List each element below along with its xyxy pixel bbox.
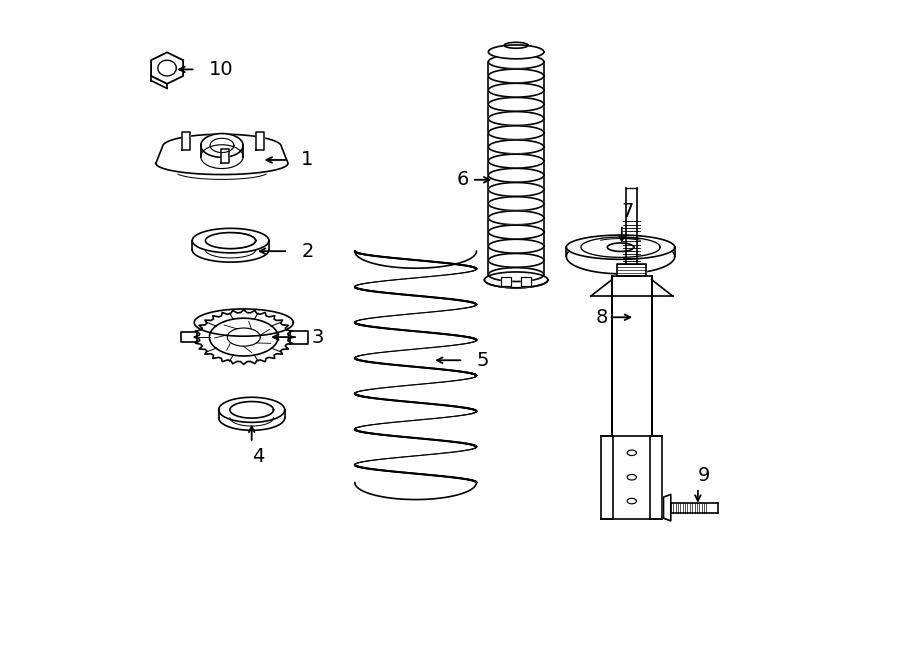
Polygon shape [601, 436, 613, 519]
Polygon shape [219, 397, 284, 422]
Text: 8: 8 [596, 308, 608, 327]
Polygon shape [489, 225, 544, 239]
Polygon shape [566, 235, 675, 259]
Polygon shape [290, 330, 308, 344]
Polygon shape [210, 318, 278, 356]
Text: 10: 10 [209, 60, 233, 79]
Text: 9: 9 [698, 467, 710, 485]
Polygon shape [608, 243, 634, 251]
Polygon shape [489, 45, 544, 59]
Polygon shape [201, 145, 243, 169]
Polygon shape [489, 182, 544, 196]
Polygon shape [181, 332, 197, 342]
Polygon shape [489, 211, 544, 225]
Polygon shape [651, 436, 662, 519]
Polygon shape [504, 42, 528, 48]
Polygon shape [484, 272, 548, 288]
Polygon shape [489, 55, 544, 274]
Polygon shape [489, 268, 544, 282]
Polygon shape [521, 276, 531, 286]
Polygon shape [489, 55, 544, 69]
Text: 3: 3 [311, 328, 324, 346]
Polygon shape [627, 475, 636, 480]
Polygon shape [590, 280, 673, 296]
Polygon shape [194, 309, 293, 336]
Polygon shape [670, 502, 718, 513]
Polygon shape [627, 498, 636, 504]
Text: 7: 7 [622, 202, 634, 221]
Polygon shape [489, 197, 544, 211]
Text: 5: 5 [476, 351, 489, 369]
Text: 6: 6 [456, 171, 469, 189]
Polygon shape [566, 239, 675, 274]
Text: 4: 4 [252, 447, 264, 465]
Polygon shape [151, 52, 183, 84]
Polygon shape [256, 132, 265, 150]
Polygon shape [489, 154, 544, 168]
Polygon shape [663, 494, 670, 521]
Polygon shape [489, 83, 544, 97]
Polygon shape [489, 126, 544, 139]
Polygon shape [182, 132, 190, 150]
Polygon shape [626, 188, 637, 264]
Text: 2: 2 [302, 242, 313, 260]
Polygon shape [489, 112, 544, 126]
Polygon shape [489, 69, 544, 83]
Polygon shape [489, 253, 544, 267]
Polygon shape [612, 276, 652, 436]
Polygon shape [489, 169, 544, 182]
Polygon shape [489, 140, 544, 154]
Polygon shape [489, 239, 544, 253]
Polygon shape [201, 134, 243, 157]
Polygon shape [489, 97, 544, 111]
Polygon shape [617, 264, 646, 276]
Polygon shape [501, 276, 511, 286]
Polygon shape [627, 450, 636, 455]
Text: 1: 1 [302, 151, 313, 169]
Polygon shape [156, 134, 288, 175]
Polygon shape [193, 228, 269, 253]
Polygon shape [194, 310, 293, 364]
Polygon shape [221, 149, 230, 163]
